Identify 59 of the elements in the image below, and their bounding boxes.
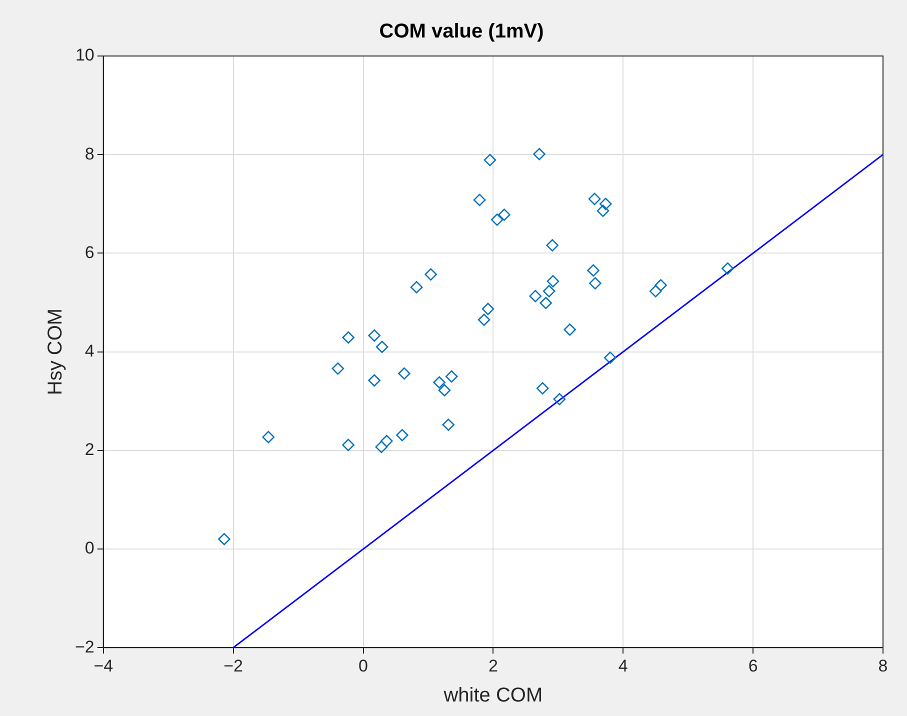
point [332,362,344,375]
point [424,268,437,281]
point [342,438,354,452]
y-tick-label: −2 [74,637,94,656]
point [722,262,734,275]
point [482,302,494,316]
point [368,329,380,342]
x-tick-label: 0 [358,656,368,676]
point [433,376,446,389]
point [553,392,566,406]
x-tick-label: −4 [94,656,114,676]
y-axis-title: Hsy COM [44,308,67,396]
x-tick-label: 2 [488,656,498,676]
x-tick-label: 6 [748,656,758,676]
point [654,279,667,292]
point [564,323,576,336]
point [599,198,612,210]
point [262,430,275,444]
point [596,204,610,217]
point [542,285,556,298]
x-tick-label: 8 [878,656,888,676]
point [604,352,616,364]
point [218,532,230,546]
point [589,277,602,290]
y-tick-label: 2 [84,440,94,460]
point [587,264,600,277]
point [484,154,496,166]
y-tick-label: 0 [84,538,94,558]
point [473,194,486,206]
point [533,148,546,160]
y-tick-label: 6 [84,242,94,262]
point [380,434,393,448]
point [368,374,380,387]
y-tick-label: 4 [84,341,94,360]
chart-title: COM value (1mV) [379,20,544,43]
point [529,290,542,302]
y-tick-label: 8 [84,144,94,164]
point [396,428,408,442]
point [649,285,662,298]
point [536,382,549,394]
point [498,208,510,221]
point [546,275,560,288]
x-tick-label: −2 [224,656,244,676]
point [342,331,354,344]
point [376,340,388,354]
point [442,418,455,431]
point [375,440,388,454]
point [445,370,458,383]
x-axis-title: white COM [442,684,543,707]
point [478,314,490,326]
point [490,214,504,226]
point [588,192,601,206]
y-tick-label: 10 [75,46,94,65]
point [410,281,423,294]
point [438,384,451,396]
point [398,367,410,380]
x-tick-label: 4 [618,656,628,676]
point [540,296,552,310]
point [546,239,558,252]
